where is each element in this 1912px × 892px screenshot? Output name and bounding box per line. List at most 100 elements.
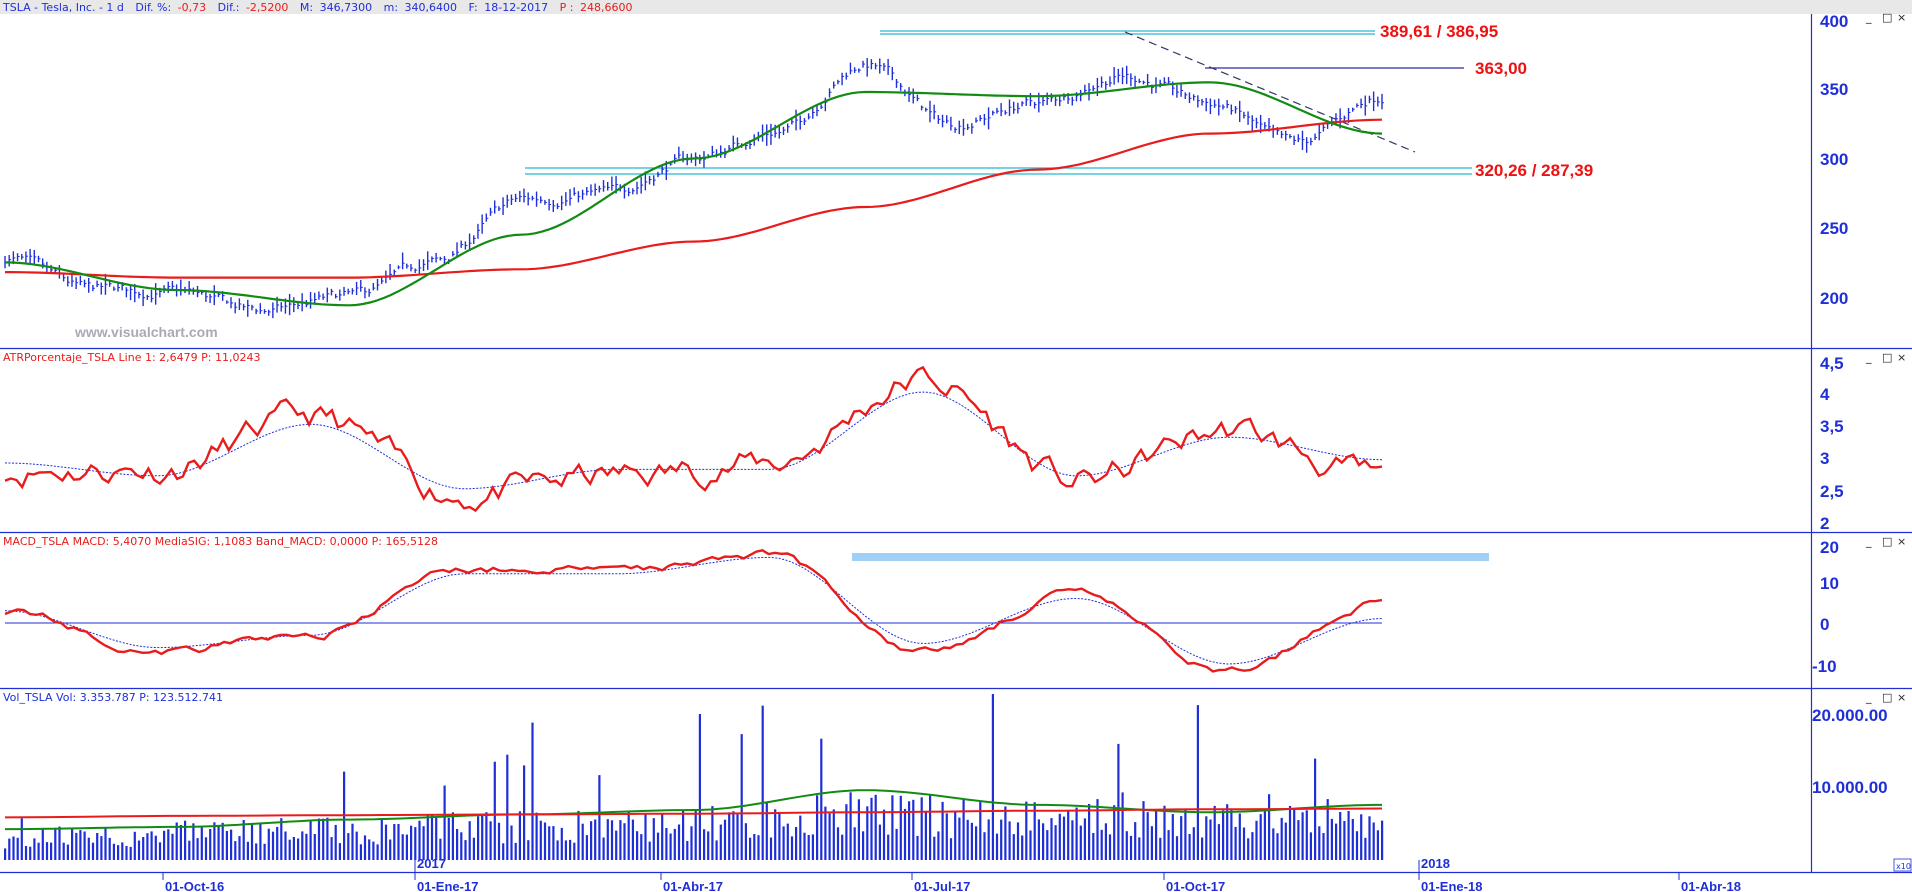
price-bar	[205, 291, 208, 302]
price-bar	[226, 300, 229, 304]
price-bar	[33, 250, 37, 264]
volume-bar	[372, 841, 375, 860]
volume-bar	[703, 829, 706, 860]
volume-bar	[975, 826, 978, 860]
atr-tick: 3	[1820, 449, 1829, 468]
close-icon[interactable]: ×	[1897, 535, 1906, 548]
window-controls-macd[interactable]: _ □ ×	[1865, 535, 1906, 548]
minimize-icon[interactable]: _	[1865, 691, 1872, 704]
window-controls-atr[interactable]: _ □ ×	[1865, 351, 1906, 364]
volume-bar	[363, 835, 367, 860]
volume-bar	[878, 824, 881, 860]
x-tick-label: 01-Oct-16	[165, 879, 224, 892]
price-bar	[485, 213, 489, 222]
maximize-icon[interactable]: □	[1882, 691, 1892, 704]
close-icon[interactable]: ×	[1897, 351, 1906, 364]
volume-bar	[1272, 828, 1275, 860]
volume-bar	[460, 832, 463, 860]
price-bar	[443, 256, 447, 265]
vol-tick: 10.000.00	[1812, 778, 1888, 797]
price-bar	[627, 187, 631, 197]
price-bar	[355, 281, 359, 296]
price-ma-long-line	[5, 118, 1383, 279]
price-bar	[134, 284, 137, 303]
price-bar	[594, 183, 598, 196]
volume-bar	[665, 828, 668, 860]
volume-bar	[121, 842, 124, 860]
volume-bar	[112, 843, 115, 860]
maximize-icon[interactable]: □	[1882, 351, 1892, 364]
price-bar	[1238, 100, 1242, 123]
price-bar	[493, 200, 497, 214]
price-bar	[1138, 78, 1142, 84]
price-bar	[678, 146, 681, 159]
volume-bar	[853, 827, 856, 860]
price-tick: 300	[1820, 150, 1848, 169]
price-bar	[569, 189, 573, 206]
minimize-icon[interactable]: _	[1865, 351, 1872, 364]
window-controls-vol[interactable]: _ □ ×	[1865, 691, 1906, 704]
price-bar	[1360, 98, 1364, 109]
volume-bar	[1188, 834, 1191, 860]
volume-bar	[405, 834, 408, 860]
price-bar	[736, 137, 740, 148]
volume-bar	[719, 824, 722, 860]
volume-bar	[146, 833, 149, 860]
price-bar	[1285, 130, 1288, 141]
volume-bar	[334, 824, 337, 860]
price-bar	[1343, 115, 1347, 122]
volume-bar	[368, 839, 371, 860]
price-bar	[766, 124, 769, 146]
volume-bar	[1046, 830, 1049, 860]
price-bar	[372, 283, 376, 291]
maximize-icon[interactable]: □	[1882, 11, 1892, 24]
price-bar	[1272, 124, 1276, 138]
price-bar	[280, 302, 284, 312]
price-bar	[263, 309, 267, 314]
volume-bar	[117, 845, 120, 860]
price-bar	[71, 274, 74, 287]
volume-bar	[1000, 819, 1003, 860]
atr-main-line	[4, 365, 1383, 513]
volume-bar	[1259, 814, 1262, 860]
atr-header: ATRPorcentaje_TSLA Line 1: 2,6479 P: 11,…	[3, 351, 261, 364]
volume-bar	[242, 820, 245, 860]
price-bar	[1059, 94, 1062, 107]
volume-bar	[790, 836, 794, 860]
price-bar	[1192, 94, 1196, 101]
price-bar	[552, 199, 556, 212]
close-icon[interactable]: ×	[1897, 11, 1906, 24]
volume-bar	[435, 818, 438, 860]
price-bar	[422, 259, 426, 271]
window-controls-price[interactable]: _ □ ×	[1865, 11, 1906, 24]
volume-bar	[1280, 817, 1283, 860]
price-bar	[1105, 81, 1108, 90]
price-bar	[720, 145, 723, 158]
annotation-resistance-363: 363,00	[1475, 59, 1527, 78]
volume-bar	[292, 837, 295, 860]
volume-bar	[1104, 823, 1107, 860]
price-bar	[711, 145, 715, 157]
volume-bar	[585, 835, 588, 860]
price-bar	[1218, 98, 1221, 116]
price-bar	[1046, 92, 1050, 106]
price-bar	[653, 175, 656, 186]
volume-bar	[1008, 821, 1011, 860]
maximize-icon[interactable]: □	[1882, 535, 1892, 548]
volume-bar	[606, 819, 609, 860]
price-bar	[351, 288, 355, 295]
price-bar	[1017, 102, 1020, 114]
volume-bar	[539, 820, 542, 860]
minimize-icon[interactable]: _	[1865, 11, 1872, 24]
volume-bar	[426, 814, 429, 860]
minimize-icon[interactable]: _	[1865, 535, 1872, 548]
macd-highlight-band	[852, 553, 1489, 561]
volume-bar	[1318, 826, 1321, 860]
close-icon[interactable]: ×	[1897, 691, 1906, 704]
volume-bar	[749, 837, 752, 860]
volume-bar	[288, 839, 291, 860]
price-bar	[1293, 135, 1297, 146]
volume-bar	[1092, 833, 1095, 860]
volume-bar	[75, 832, 78, 860]
volume-bar	[497, 822, 501, 860]
